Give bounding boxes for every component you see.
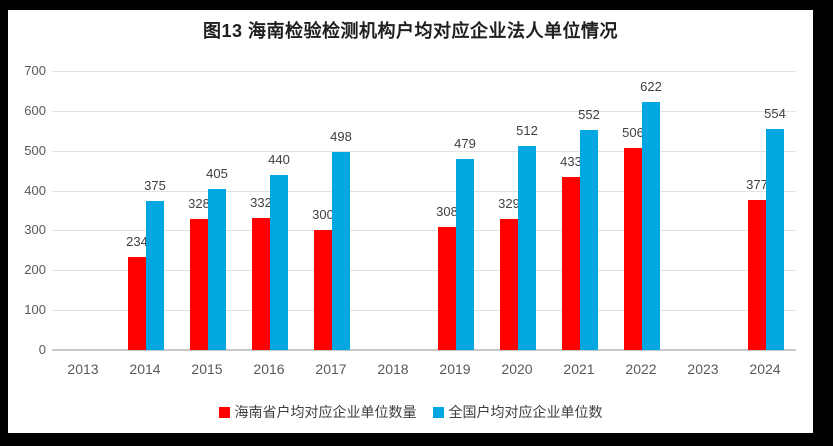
- x-tick-2018: 2018: [377, 361, 409, 377]
- chart-canvas: 图13 海南检验检测机构户均对应企业法人单位情况 0 100 200 300 400 50…: [8, 10, 813, 433]
- y-tick-label: 400: [24, 182, 46, 198]
- bar-label-national-2021: 552: [578, 106, 600, 122]
- bar-label-hainan-2021: 433: [560, 154, 582, 170]
- bar-label-hainan-2016: 332: [250, 194, 272, 210]
- gridline: [52, 110, 796, 112]
- bar-national-2015: [208, 188, 226, 350]
- bar-hainan-2017: [314, 230, 332, 350]
- x-tick-2020: 2020: [501, 361, 533, 377]
- legend-item-national: 全国户均对应企业单位数: [432, 402, 603, 422]
- y-tick-label: 300: [24, 222, 46, 238]
- bar-national-2020: [518, 145, 536, 350]
- x-tick-2022: 2022: [625, 361, 657, 377]
- legend-label-hainan: 海南省户均对应企业单位数量: [234, 404, 417, 420]
- bar-label-hainan-2019: 308: [436, 204, 458, 220]
- x-axis-line: [52, 349, 796, 351]
- gridline: [52, 230, 796, 232]
- gridline: [52, 71, 796, 72]
- y-tick-label: 500: [24, 142, 46, 158]
- bar-hainan-2022: [624, 148, 642, 350]
- x-tick-2013: 2013: [67, 361, 99, 377]
- x-tick-2023: 2023: [687, 361, 719, 377]
- bar-national-2022: [642, 102, 660, 350]
- y-tick-label: 700: [24, 63, 46, 78]
- bar-label-national-2017: 498: [330, 128, 352, 144]
- y-tick-label: 100: [24, 302, 46, 318]
- legend-swatch-hainan: [218, 406, 230, 418]
- bar-label-hainan-2014: 234: [126, 233, 148, 249]
- x-tick-2014: 2014: [129, 361, 161, 377]
- x-tick-2015: 2015: [191, 361, 223, 377]
- bar-national-2019: [456, 159, 474, 350]
- bar-label-national-2024: 554: [764, 106, 786, 122]
- bar-label-hainan-2024: 377: [746, 176, 768, 192]
- bar-hainan-2024: [748, 199, 766, 350]
- bar-national-2021: [580, 129, 598, 350]
- gridline: [52, 270, 796, 272]
- bar-label-national-2016: 440: [268, 151, 290, 167]
- bar-label-national-2015: 405: [206, 165, 228, 181]
- bar-label-hainan-2017: 300: [312, 207, 334, 223]
- x-tick-2021: 2021: [563, 361, 595, 377]
- x-tick-2017: 2017: [315, 361, 347, 377]
- legend-swatch-national: [432, 406, 444, 418]
- y-tick-label: 0: [38, 342, 46, 357]
- legend-label-national: 全国户均对应企业单位数: [448, 404, 603, 420]
- bar-hainan-2021: [562, 177, 580, 350]
- bar-label-hainan-2015: 328: [188, 196, 210, 212]
- bar-hainan-2020: [500, 218, 518, 350]
- x-tick-2019: 2019: [439, 361, 471, 377]
- bar-label-national-2019: 479: [454, 136, 476, 152]
- gridline: [52, 190, 796, 192]
- x-tick-2024: 2024: [749, 361, 781, 377]
- bar-label-national-2022: 622: [640, 79, 662, 95]
- bar-national-2017: [332, 151, 350, 350]
- bar-hainan-2015: [190, 219, 208, 350]
- bar-national-2024: [766, 129, 784, 350]
- bar-label-hainan-2020: 329: [498, 195, 520, 211]
- bar-national-2014: [146, 200, 164, 350]
- legend-item-hainan: 海南省户均对应企业单位数量: [218, 402, 417, 422]
- gridline: [52, 310, 796, 312]
- chart-title: 图13 海南检验检测机构户均对应企业法人单位情况: [202, 21, 619, 41]
- bar-label-hainan-2022: 506: [622, 125, 644, 141]
- x-tick-2016: 2016: [253, 361, 285, 377]
- bar-hainan-2016: [252, 217, 270, 350]
- bar-national-2016: [270, 174, 288, 350]
- bar-label-national-2014: 375: [144, 177, 166, 193]
- gridline: [52, 150, 796, 152]
- bar-hainan-2019: [438, 227, 456, 350]
- y-tick-label: 600: [24, 102, 46, 118]
- plot-area: 0 100 200 300 400 500 600 700 2013 2014 234 375 2015…: [8, 10, 813, 433]
- y-tick-label: 200: [24, 262, 46, 278]
- legend: 海南省户均对应企业单位数量 全国户均对应企业单位数: [8, 402, 813, 422]
- bar-hainan-2014: [128, 256, 146, 350]
- bar-label-national-2020: 512: [516, 122, 538, 138]
